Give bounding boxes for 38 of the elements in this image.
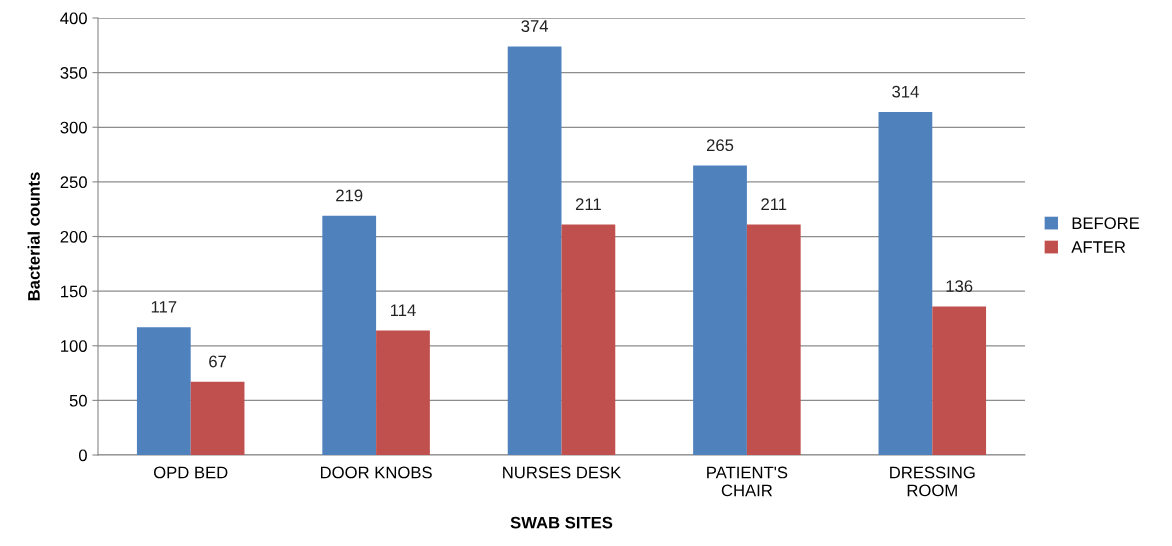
data-label: 67 <box>209 355 227 368</box>
bar <box>136 327 191 455</box>
bar <box>746 224 801 455</box>
bar <box>878 111 933 455</box>
y-axis-title: Bacterial counts <box>27 172 40 301</box>
x-tick-label: DRESSING ROOM <box>890 466 975 497</box>
y-tick-label: 200 <box>60 230 87 243</box>
data-label: 374 <box>521 20 549 32</box>
x-tick-label: OPD BED <box>153 466 228 479</box>
y-tick-label: 100 <box>61 340 87 352</box>
x-tick-label: PATIENT'S CHAIR <box>707 466 788 497</box>
y-tick-label: 50 <box>69 394 87 407</box>
bar <box>190 381 245 455</box>
data-label: 211 <box>761 198 787 210</box>
bar <box>507 46 562 455</box>
y-tick-label: 0 <box>78 449 87 462</box>
data-label: 136 <box>946 280 973 293</box>
y-tick-label: 400 <box>60 12 87 25</box>
x-tick-label: NURSES DESK <box>503 466 622 479</box>
y-tick-label: 350 <box>60 67 87 79</box>
x-axis-title: SWAB SITES <box>510 516 613 529</box>
bar <box>932 306 987 455</box>
data-label: 265 <box>706 139 734 152</box>
y-tick-label: 150 <box>61 285 87 298</box>
data-label: 114 <box>390 304 416 316</box>
bar <box>693 165 747 455</box>
legend-label: BEFORE <box>1072 217 1140 230</box>
data-label: 211 <box>575 198 601 210</box>
bar <box>561 224 616 455</box>
data-label: 314 <box>892 85 919 98</box>
y-tick-label: 300 <box>60 121 87 134</box>
bar <box>376 330 430 455</box>
bar <box>322 215 377 455</box>
legend-label: AFTER <box>1071 241 1126 253</box>
y-tick-label: 250 <box>60 176 87 189</box>
data-label: 219 <box>336 189 363 202</box>
x-tick-label: DOOR KNOBS <box>320 466 432 479</box>
data-label: 117 <box>151 301 177 313</box>
